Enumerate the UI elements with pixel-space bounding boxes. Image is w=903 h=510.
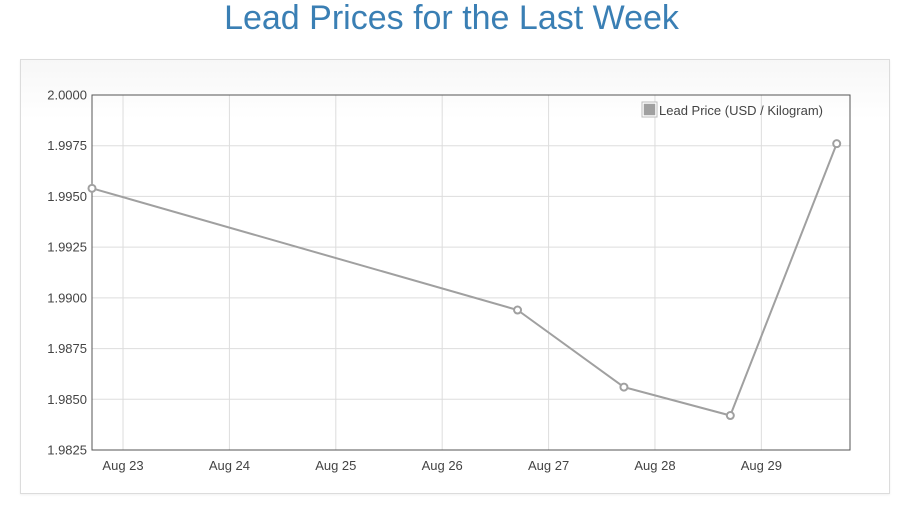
y-tick-label: 1.9900: [47, 290, 87, 305]
x-tick-label: Aug 28: [634, 458, 675, 473]
legend-swatch: [642, 102, 657, 117]
y-tick-label: 2.0000: [47, 88, 87, 103]
series-line: [91, 143, 838, 417]
grid-layer: [92, 94, 850, 451]
data-point: [619, 382, 629, 392]
data-point: [87, 183, 97, 193]
series-layer: [87, 139, 842, 421]
chart-panel: 2.0000 1.9975 1.9950 1.9925 1.9900 1.9875 1.98…: [20, 59, 890, 494]
x-tick-label: Aug 23: [102, 458, 143, 473]
data-point: [832, 139, 842, 149]
y-tick-label: 1.9925: [47, 240, 87, 255]
data-point: [725, 411, 735, 421]
line-chart: 2.0000 1.9975 1.9950 1.9925 1.9900 1.9875 1.98…: [47, 88, 851, 473]
x-tick-label: Aug 26: [422, 458, 463, 473]
x-tick-label: Aug 27: [528, 458, 569, 473]
page-title: Lead Prices for the Last Week: [224, 0, 679, 37]
y-tick-label: 1.9825: [47, 443, 87, 458]
data-point: [513, 305, 523, 315]
y-tick-label: 1.9850: [47, 392, 87, 407]
legend-label: Lead Price (USD / Kilogram): [659, 103, 823, 118]
plot-border: [91, 94, 851, 451]
x-tick-label: Aug 24: [209, 458, 250, 473]
y-tick-label: 1.9950: [47, 189, 87, 204]
x-tick-label: Aug 29: [741, 458, 782, 473]
axis-layer: 2.0000 1.9975 1.9950 1.9925 1.9900 1.9875 1.98…: [47, 88, 851, 473]
y-tick-label: 1.9875: [47, 341, 87, 356]
x-tick-label: Aug 25: [315, 458, 356, 473]
chart-legend: Lead Price (USD / Kilogram): [641, 101, 823, 118]
legend-swatch-border: [641, 101, 658, 118]
y-tick-label: 1.9975: [47, 138, 87, 153]
